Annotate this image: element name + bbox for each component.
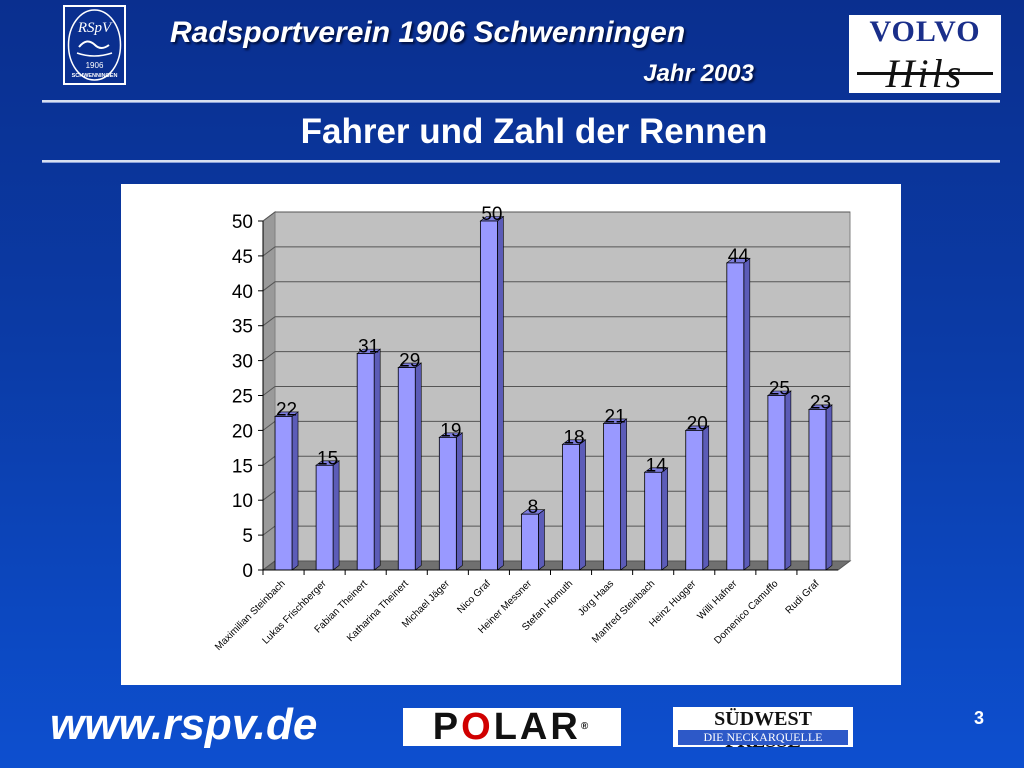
bar [808,409,827,571]
data-label: 29 [399,351,420,372]
data-label: 23 [810,392,831,413]
bar [438,436,457,571]
polar-logo: POLAR® [403,708,621,746]
gridline [262,246,850,257]
bar [521,513,539,571]
y-tick-label: 5 [242,526,253,547]
bar [356,353,375,571]
suedwest-presse-logo: SÜDWEST PRESSE DIE NECKARQUELLE [673,707,853,752]
x-category-label: Jörg Haas [576,578,616,618]
header-rule-top [42,100,1000,103]
data-label: 20 [687,413,708,434]
data-label: 15 [317,448,338,469]
club-logo-emblem: RSpV 1906 SCHWENNINGEN [67,9,122,81]
x-category-label: Nico Graf [455,578,493,616]
y-tick-label: 15 [232,456,253,477]
organization-name: Radsportverein 1906 Schwenningen [170,16,686,49]
y-tick-label: 30 [232,352,253,373]
polar-letter-o: O [461,706,494,748]
club-logo: RSpV 1906 SCHWENNINGEN [63,5,126,85]
bar [685,429,704,571]
polar-registered-mark: ® [580,721,592,732]
x-category-label: Willi Hafner [696,578,740,622]
gridline [262,386,850,396]
bar [562,443,580,571]
logo-year: 1906 [86,61,104,70]
bar-side [825,404,833,571]
data-label: 19 [440,420,461,441]
data-label: 22 [276,399,297,420]
suedwest-presse-name: SÜDWEST PRESSE [714,708,812,752]
sponsor-logo-volvo-hils: VOLVO Hils [849,15,1001,93]
data-label: 44 [728,246,750,267]
logo-town: SCHWENNINGEN [72,73,118,79]
polar-letter-p: P [432,706,462,748]
data-label: 25 [769,379,790,400]
gridline [262,211,850,222]
x-category-label: Maximilian Steinbach [213,578,288,653]
bar [397,367,416,571]
bar [479,220,498,571]
data-label: 31 [358,337,379,358]
data-label: 18 [563,427,584,448]
bar-side [414,362,422,571]
y-tick-label: 40 [232,282,253,303]
bar-chart: 0 5 10 15 20 25 30 35 40 45 50 22 Maximilian Steinba… [213,204,852,653]
y-tick-label: 20 [232,421,253,442]
bar-side [661,467,668,571]
page-number: 3 [974,708,985,728]
bar [315,464,334,571]
bar-side [291,411,299,571]
slide-title: Fahrer und Zahl der Rennen [300,112,768,151]
data-label: 8 [528,497,539,518]
header-rule-bottom [42,160,1000,163]
data-label: 14 [646,455,668,476]
neckarquelle-name: DIE NECKARQUELLE [678,730,848,745]
bar-side [497,215,504,571]
report-year: Jahr 2003 [643,60,754,87]
gridline [262,316,850,327]
gridline [262,281,850,292]
bar [726,262,745,571]
hils-underline [857,72,993,75]
bar [603,423,622,571]
gridline [262,351,850,362]
bar-side [743,257,751,571]
bar-side [784,390,792,571]
x-category-label: Rudi Graf [784,578,822,616]
y-tick-label: 35 [232,317,253,338]
bar-side [620,418,627,571]
bar-side [579,439,586,571]
bar [274,416,293,571]
bar [644,471,663,571]
data-label: 21 [605,406,626,427]
chart-floor [261,560,852,571]
data-label: 50 [481,204,502,225]
bar [767,395,786,571]
bar-side [456,432,463,571]
bar-side [538,509,545,571]
bar-side [702,425,710,571]
website-url[interactable]: www.rspv.de [50,700,318,749]
y-tick-label: 25 [232,387,253,408]
logo-monogram: RSpV [77,20,113,36]
chart-area: 0 5 10 15 20 25 30 35 40 45 50 22 Maximilian Steinba… [121,184,901,685]
bar-side [373,348,381,571]
y-tick-label: 10 [232,491,253,512]
y-tick-label: 50 [232,212,253,233]
volvo-wordmark: VOLVO [869,15,981,48]
polar-letters-lar: LAR [493,706,581,748]
y-tick-label: 0 [242,561,253,582]
y-tick-label: 45 [232,247,253,268]
bar-side [332,460,340,571]
